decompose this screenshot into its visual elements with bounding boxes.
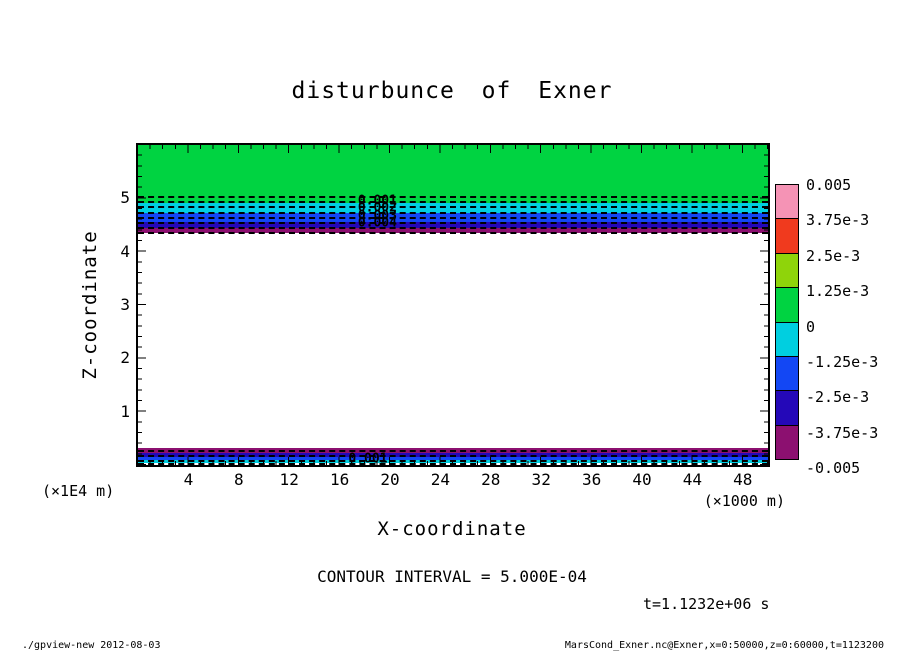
x-tick-label: 44: [682, 470, 703, 489]
contour-label-layer: 0.001 0.002 0.003 0.004 0.001: [138, 145, 768, 467]
x-tick-label: 32: [531, 470, 551, 489]
y-tick-label: 1: [120, 401, 130, 421]
x-axis-major-ticks-top: [138, 145, 768, 153]
contour-dashed-line: [138, 232, 768, 235]
x-tick-label: 12: [279, 470, 299, 489]
plot-area: 0.001 0.002 0.003 0.004 0.001: [136, 143, 770, 467]
colorbar-box: [775, 287, 799, 323]
contour-dashed-line: [138, 454, 768, 457]
x-axis-label: X-coordinate: [377, 518, 527, 540]
colorbar-box: [775, 321, 799, 357]
contour-value-label: 0.001: [348, 451, 388, 467]
colorbar-tick-label: -2.5e-3: [806, 388, 870, 407]
contour-interval-note: CONTOUR INTERVAL = 5.000E-04: [317, 567, 587, 586]
contour-dashed-line: [138, 201, 768, 204]
x-tick-label: 16: [329, 470, 350, 489]
contour-dashed-line: [138, 226, 768, 229]
x-tick-label: 8: [233, 470, 244, 489]
footer-left: ./gpview-new 2012-08-03: [22, 640, 161, 651]
x-tick-label: 4: [183, 470, 194, 489]
x-tick-label: 24: [430, 470, 451, 489]
colorbar-tick-label: -0.005: [806, 459, 861, 477]
contour-band: [138, 145, 768, 203]
colorbar-box: [775, 218, 799, 254]
colorbar-tick-label: 1.25e-3: [806, 282, 870, 301]
contour-band: [138, 221, 768, 229]
x-tick-label: 20: [380, 470, 400, 489]
x-tick-label: 28: [481, 470, 501, 489]
footer-right: MarsCond_Exner.nc@Exner,x=0:50000,z=0:60…: [564, 640, 884, 651]
x-axis-units: (×1000 m): [703, 492, 785, 510]
colorbar-tick-label: -3.75e-3: [806, 423, 879, 442]
contour-value-label: 0.003: [357, 208, 397, 224]
colorbar-tick-label: 3.75e-3: [806, 211, 870, 230]
contour-value-label: 0.004: [357, 215, 397, 231]
x-tick-label: 36: [581, 470, 602, 489]
colorbar-box: [775, 390, 799, 426]
colorbar-tick-label: 2.5e-3: [806, 246, 861, 265]
colorbar: [775, 184, 799, 468]
y-axis-major-ticks-left: [138, 145, 146, 465]
y-axis-major-ticks-right: [760, 145, 768, 465]
contour-dashed-line: [138, 196, 768, 199]
x-axis-major-ticks-bottom: [138, 457, 768, 465]
contour-band: [138, 228, 768, 234]
contour-dashed-line: [138, 211, 768, 214]
x-tick-label: 40: [632, 470, 652, 489]
colorbar-box: [775, 424, 799, 460]
colorbar-box: [775, 355, 799, 392]
colorbar-box: [775, 184, 799, 220]
y-tick-label: 4: [120, 241, 130, 261]
x-tick-label: 48: [733, 470, 753, 489]
time-annotation: t=1.1232e+06 s: [643, 595, 770, 613]
colorbar-tick-label: 0: [806, 317, 816, 336]
contour-dashed-line: [138, 449, 768, 452]
contour-value-label: 0.001: [357, 193, 397, 209]
page-title: disturbunce of Exner: [291, 78, 613, 104]
y-tick-label: 3: [120, 295, 130, 314]
y-tick-label: 5: [120, 188, 130, 208]
y-tick-label: 2: [120, 348, 130, 368]
contour-dashed-line: [138, 206, 768, 209]
colorbar-tick-label: -1.25e-3: [806, 352, 879, 371]
y-axis-units: (×1E4 m): [42, 482, 115, 500]
contour-dashed-line: [138, 216, 768, 219]
colorbar-box: [775, 252, 799, 289]
colorbar-tick-label: 0.005: [806, 176, 852, 194]
contour-dashed-line: [138, 221, 768, 224]
contour-value-label: 0.002: [357, 200, 397, 216]
